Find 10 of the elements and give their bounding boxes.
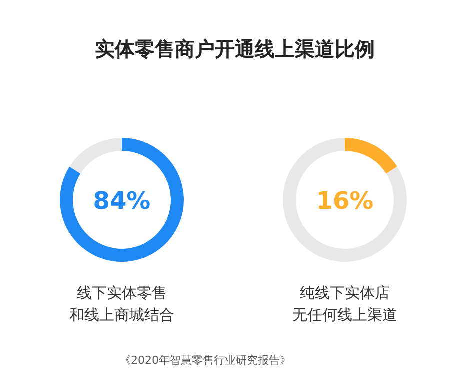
text: 线下实体零售和线上商城结合	[70, 284, 174, 324]
text: 纯线下实体店无任何线上渠道	[292, 284, 398, 324]
donut-slice	[60, 138, 184, 262]
text: 实体零售商户开通线上渠道比例	[95, 37, 375, 61]
donut-slice	[345, 138, 398, 174]
donut-slice	[283, 138, 407, 262]
text: 《2020年智慧零售行业研究报告》	[120, 354, 291, 367]
data-label: 16%	[316, 187, 374, 215]
data-label: 84%	[93, 187, 151, 215]
donut-slice	[70, 138, 122, 174]
